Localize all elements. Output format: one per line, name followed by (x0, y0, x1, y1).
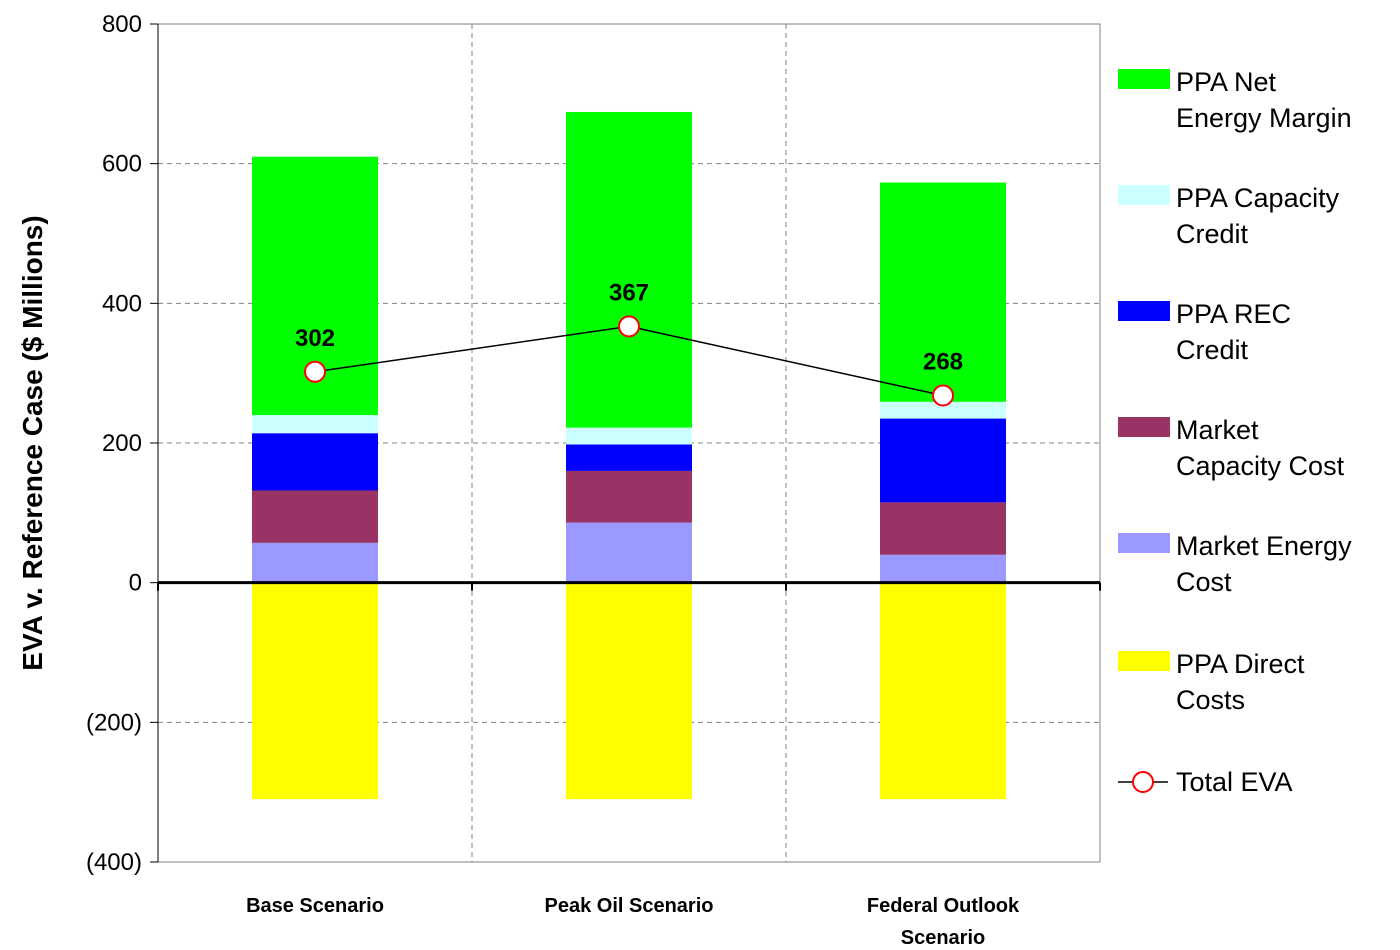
y-tick-label: 600 (102, 151, 142, 178)
y-axis-title: EVA v. Reference Case ($ Millions) (17, 215, 48, 670)
legend: PPA Net Energy Margin PPA Capacity Credit PP… (1118, 67, 1352, 797)
bar-segment-market-capacity-cost (566, 470, 692, 523)
legend-label: PPA Net (1176, 67, 1277, 97)
x-category-label: Peak Oil Scenario (545, 895, 714, 917)
legend-swatch (1118, 417, 1170, 437)
x-category-label: Federal Outlook (867, 895, 1020, 917)
y-tick-label: 400 (102, 290, 142, 317)
legend-label: Total EVA (1176, 767, 1293, 797)
legend-swatch (1118, 185, 1170, 205)
bar-segment-ppa-capacity-credit (880, 401, 1006, 419)
bar-segment-market-energy-cost (566, 522, 692, 583)
y-tick-label: (200) (86, 709, 142, 736)
legend-label: PPA Direct (1176, 649, 1305, 679)
total-eva-data-label: 302 (295, 325, 335, 352)
total-eva-data-label: 268 (923, 349, 963, 376)
y-tick-label: 200 (102, 430, 142, 457)
bar-segment-ppa-rec-credit (880, 418, 1006, 503)
legend-label: Costs (1176, 685, 1245, 715)
x-category-label: Scenario (901, 927, 985, 949)
legend-label: Market (1176, 415, 1259, 445)
bar-segment-ppa-direct-costs (880, 582, 1006, 800)
bars-layer (252, 111, 1006, 800)
legend-swatch (1118, 301, 1170, 321)
bar-segment-ppa-direct-costs (252, 582, 378, 800)
bar-segment-ppa-rec-credit (566, 444, 692, 471)
bar-segment-market-capacity-cost (252, 490, 378, 543)
total-eva-marker (618, 315, 640, 338)
axis-layer (150, 23, 1101, 863)
total-eva-marker (932, 384, 954, 407)
bar-segment-ppa-capacity-credit (566, 427, 692, 445)
legend-label: Capacity Cost (1176, 451, 1345, 481)
bar-segment-ppa-direct-costs (566, 582, 692, 800)
bar-segment-ppa-net-energy-margin (566, 111, 692, 428)
bar-segment-ppa-capacity-credit (252, 415, 378, 434)
bar-segment-market-energy-cost (880, 554, 1006, 583)
legend-label: Energy Margin (1176, 103, 1352, 133)
y-tick-label: 0 (129, 570, 142, 597)
bar-segment-market-energy-cost (252, 542, 378, 583)
x-category-labels: Base Scenario Peak Oil Scenario Federal Ou… (246, 895, 1020, 949)
total-eva-data-label: 367 (609, 279, 649, 306)
y-tick-label: 800 (102, 11, 142, 38)
legend-swatch (1118, 533, 1170, 553)
legend-label: Credit (1176, 219, 1249, 249)
legend-label: PPA REC (1176, 299, 1291, 329)
bar-segment-market-capacity-cost (880, 502, 1006, 555)
legend-label: Market Energy (1176, 531, 1352, 561)
y-tick-label: (400) (86, 849, 142, 876)
legend-label: Credit (1176, 335, 1249, 365)
legend-swatch (1118, 69, 1170, 89)
line-layer: 302 367 268 (295, 279, 963, 407)
legend-marker-swatch (1132, 771, 1154, 793)
bar-segment-ppa-net-energy-margin (880, 182, 1006, 402)
x-category-label: Base Scenario (246, 895, 384, 917)
total-eva-marker (304, 360, 326, 383)
legend-label: Cost (1176, 567, 1232, 597)
y-tick-labels: 800 600 400 200 0 (200) (400) (86, 11, 142, 876)
legend-label: PPA Capacity (1176, 183, 1340, 213)
bar-segment-ppa-rec-credit (252, 433, 378, 491)
legend-swatch (1118, 651, 1170, 671)
